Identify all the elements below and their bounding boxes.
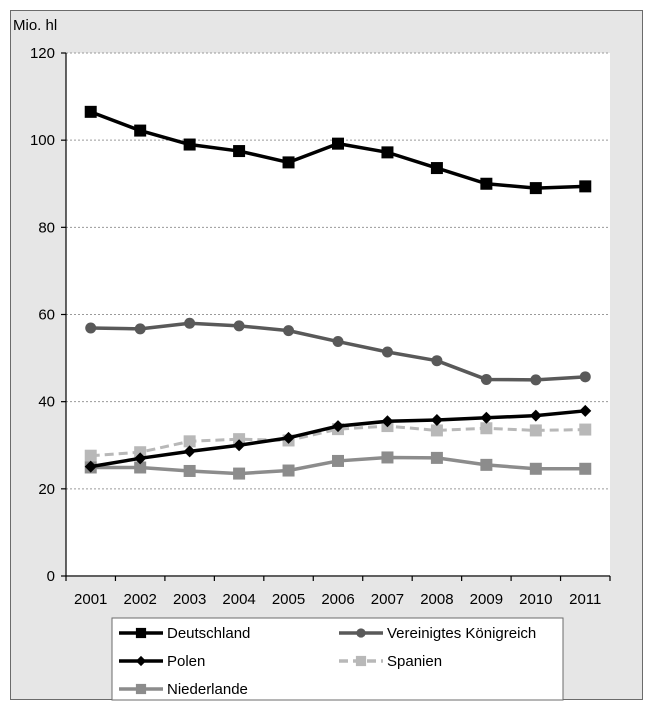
x-tick-label: 2008 [420,591,453,608]
data-point [355,655,367,667]
legend: Deutschland Vereinigtes Königreich Polen Sp… [119,625,536,698]
x-tick-label: 2006 [321,591,354,608]
y-axis-unit-label: Mio. hl [13,17,57,34]
data-point [233,145,246,158]
legend-box [111,617,564,701]
data-point [356,628,366,638]
data-point [529,409,542,422]
data-point [134,446,147,459]
data-point [332,420,344,433]
data-point [184,317,196,329]
data-point [579,371,591,383]
data-point [381,451,394,464]
data-point [529,182,542,195]
data-point [134,461,147,474]
legend-item: Polen [119,653,205,670]
series-polen [84,404,592,473]
data-point [332,454,344,467]
data-point [430,162,443,175]
data-point [480,411,493,424]
data-point [135,627,147,639]
data-point [233,467,246,480]
x-tick-label: 2003 [173,591,206,608]
x-tick-labels: 2001 2002 2003 2004 2005 2006 2007 2008 2009 2010… [74,591,601,608]
data-point [430,424,443,437]
data-point [183,464,196,477]
legend-label: Vereinigtes Königreich [387,625,536,642]
data-point [282,464,295,477]
x-tick-label: 2011 [569,591,601,608]
data-point [134,323,146,335]
y-tick-label: 40 [38,394,55,411]
x-tick-label: 2010 [519,591,552,608]
data-point [381,146,394,159]
data-point [529,424,542,437]
x-tick-label: 2001 [74,591,107,608]
data-point [183,445,196,458]
data-point [183,435,196,448]
legend-item: Spanien [339,653,442,670]
legend-label: Polen [167,653,205,670]
data-point [332,137,344,150]
x-tick-label: 2004 [222,591,255,608]
line-chart: Mio. hl 0 20 40 60 80 100 120 2001 2002 2003 2004… [13,17,611,701]
x-tick-label: 2007 [371,591,404,608]
chart-frame: Mio. hl 0 20 40 60 80 100 120 2001 2002 2003 2004… [10,10,643,701]
data-point [579,180,592,193]
data-point [332,336,344,348]
series-vereinigtes-k-nigreich [85,317,591,386]
legend-label: Spanien [387,653,442,670]
data-point [283,325,295,337]
data-point [85,322,97,334]
legend-label: Niederlande [167,681,248,698]
legend-item: Deutschland [119,625,250,642]
data-point [381,415,394,428]
y-tick-label: 20 [38,481,55,498]
y-tick-label: 120 [30,45,55,62]
data-point [381,346,393,358]
data-point [579,423,592,436]
data-point [84,449,97,462]
data-point [282,156,295,169]
x-tick-label: 2005 [272,591,305,608]
data-point [431,355,443,367]
x-tick-label: 2002 [123,591,156,608]
data-point [480,177,493,190]
data-point [134,452,147,465]
data-point [233,433,246,446]
y-tick-label: 60 [38,307,55,324]
data-point [233,439,246,452]
data-point [480,458,493,471]
data-point [480,373,492,385]
data-point [480,422,493,435]
y-tick-label: 80 [38,219,55,236]
data-point [233,320,245,332]
data-point [282,431,295,444]
x-tick-label: 2009 [470,591,503,608]
data-point [183,138,196,151]
series-lines [84,105,592,480]
data-point [579,462,592,475]
data-point [135,655,147,667]
data-point [579,404,592,417]
data-point [84,460,97,473]
axes [61,52,611,581]
data-point [135,683,147,695]
y-tick-label: 0 [47,568,55,585]
data-point [84,105,97,118]
data-point [430,451,443,464]
data-point [530,374,542,386]
series-niederlande [84,451,592,480]
data-point [134,124,147,137]
data-point [529,462,542,475]
legend-item: Vereinigtes Königreich [339,625,536,642]
y-tick-labels: 0 20 40 60 80 100 120 [30,45,55,585]
y-tick-label: 100 [30,132,55,149]
series-deutschland [84,105,592,195]
legend-label: Deutschland [167,625,250,642]
data-point [430,413,443,426]
legend-item: Niederlande [119,681,248,698]
